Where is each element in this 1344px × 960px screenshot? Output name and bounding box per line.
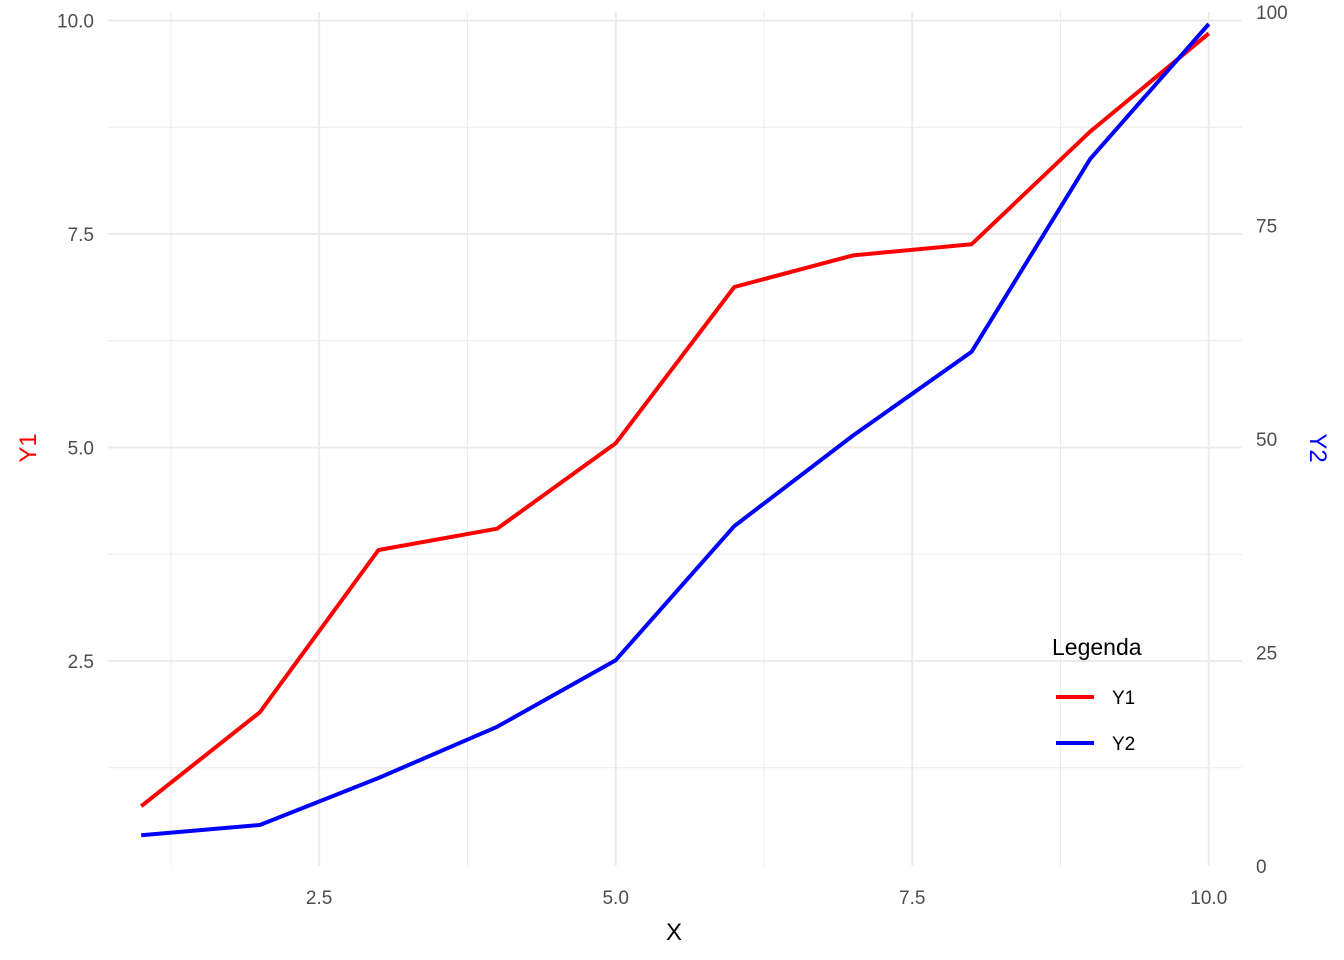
right-y-tick-label: 0	[1256, 857, 1267, 878]
x-axis-title: X	[666, 919, 682, 946]
right-y-axis-title: Y2	[1304, 433, 1331, 462]
tick-labels: 2.5 5.0 7.5 10.0 2.5 5.0 7.5 10.0 0 25 50 75 100	[57, 3, 1288, 909]
left-y-tick-label: 7.5	[68, 225, 94, 246]
x-tick-label: 2.5	[306, 888, 332, 909]
grid-lines	[108, 12, 1242, 866]
legend-label-y2: Y2	[1112, 734, 1135, 755]
x-tick-label: 10.0	[1190, 888, 1227, 909]
right-y-tick-label: 50	[1256, 430, 1277, 451]
x-tick-label: 5.0	[602, 888, 628, 909]
left-y-axis-title: Y1	[15, 433, 42, 462]
left-y-tick-label: 5.0	[68, 439, 94, 460]
right-y-tick-label: 75	[1256, 217, 1277, 238]
legend-title: Legenda	[1052, 634, 1142, 660]
series-line-y2	[141, 22, 1211, 838]
right-y-tick-label: 25	[1256, 644, 1277, 665]
series-lines	[139, 22, 1211, 838]
legend: Legenda Y1 Y2	[1052, 634, 1142, 755]
left-y-tick-label: 2.5	[68, 652, 94, 673]
x-tick-label: 7.5	[899, 888, 925, 909]
series-line-y1	[139, 31, 1211, 808]
legend-label-y1: Y1	[1112, 688, 1135, 709]
left-y-tick-label: 10.0	[57, 12, 94, 33]
right-y-tick-label: 100	[1256, 3, 1288, 24]
